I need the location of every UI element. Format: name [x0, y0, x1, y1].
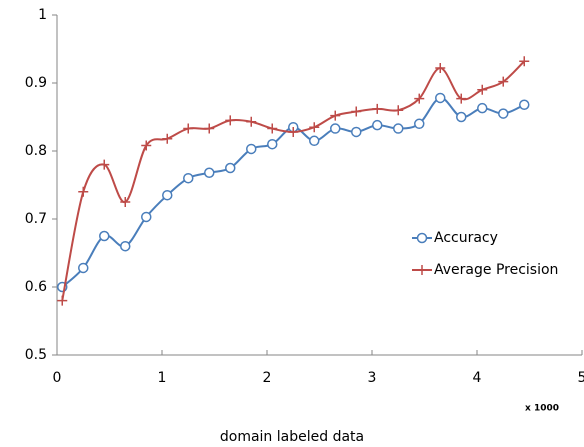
x-multiplier: x 1000: [525, 404, 559, 414]
point: [393, 123, 404, 134]
x-tick-label: 4: [473, 370, 482, 386]
x-tick-label: 0: [53, 370, 62, 386]
point: [288, 126, 299, 137]
x-tick-label: 1: [158, 370, 167, 386]
point: [162, 189, 173, 201]
point: [99, 159, 110, 170]
point: [456, 111, 467, 123]
point: [225, 162, 236, 174]
point: [57, 295, 68, 306]
point: [267, 123, 278, 134]
point: [78, 186, 89, 197]
point: [414, 93, 425, 104]
legend-marker: [417, 265, 427, 275]
point: [435, 92, 446, 104]
point: [393, 105, 404, 116]
point: [351, 106, 362, 117]
point: [498, 108, 509, 119]
x-tick-label: 5: [578, 370, 584, 386]
point: [309, 122, 320, 133]
point: [141, 211, 152, 223]
point: [351, 126, 362, 138]
point: [519, 56, 530, 67]
point: [120, 240, 131, 252]
x-axis-label: domain labeled data: [220, 429, 364, 445]
legend-label: Average Precision: [434, 262, 558, 278]
point: [435, 63, 446, 74]
point: [204, 167, 215, 179]
point: [183, 172, 194, 184]
point: [246, 116, 257, 127]
y-tick-label: 0.5: [25, 347, 47, 363]
point: [162, 133, 173, 144]
legend-label: Accuracy: [434, 230, 498, 246]
point: [372, 119, 383, 131]
point: [246, 143, 257, 155]
point: [519, 99, 530, 111]
point: [267, 138, 278, 150]
x-tick-label: 2: [263, 370, 272, 386]
point: [498, 76, 509, 87]
point: [120, 197, 131, 207]
y-tick-label: 0.9: [25, 75, 47, 91]
point: [477, 102, 488, 114]
point: [141, 140, 152, 151]
point: [309, 135, 320, 147]
legend-marker: [416, 232, 428, 244]
point: [330, 110, 341, 121]
point: [477, 84, 488, 95]
point: [99, 230, 110, 242]
point: [456, 93, 467, 104]
y-tick-label: 1: [38, 7, 47, 23]
point: [204, 123, 215, 134]
y-tick-label: 0.7: [25, 211, 47, 227]
point: [330, 123, 341, 134]
point: [414, 118, 425, 130]
y-tick-label: 0.6: [25, 279, 47, 295]
point: [225, 115, 236, 126]
y-tick-label: 0.8: [25, 143, 47, 159]
point: [183, 123, 194, 134]
point: [78, 262, 89, 274]
point: [372, 103, 383, 114]
x-tick-label: 3: [368, 370, 377, 386]
